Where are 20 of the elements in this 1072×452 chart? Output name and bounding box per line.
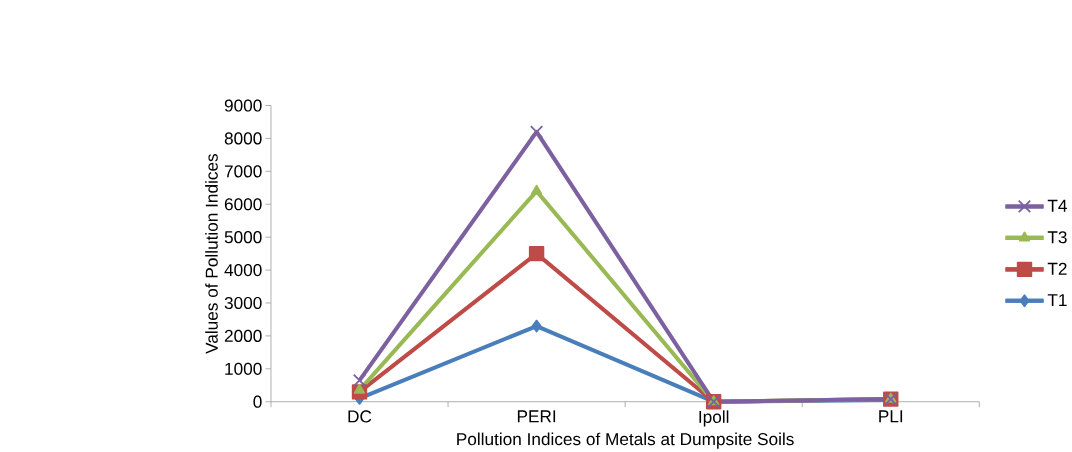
y-tick-label: 6000 [224,198,262,211]
y-tick-label: 4000 [224,264,262,277]
legend-label: T2 [1047,262,1067,275]
x-axis-title: Pollution Indices of Metals at Dumpsite Soils [457,432,794,449]
legend-label: T1 [1047,294,1067,307]
y-tick-label: 5000 [224,231,262,244]
x-tick-label: Ipoll [699,410,729,427]
y-tick-label: 7000 [224,165,262,178]
x-tick-label: PLI [879,410,903,423]
y-tick-label: 1000 [225,362,262,376]
y-tick-label: 0 [253,395,262,408]
x-tick-label: PERI [517,410,556,423]
y-tick-label: 3000 [224,297,262,310]
legend-label: T4 [1047,200,1067,212]
x-tick-label: DC [348,410,372,423]
legend-label: T3 [1047,231,1067,244]
y-tick-label: 8000 [224,132,262,145]
y-axis-title: Values of Pollution Indices [205,154,218,354]
y-tick-label: 2000 [224,329,262,343]
y-tick-label: 9000 [224,99,262,112]
